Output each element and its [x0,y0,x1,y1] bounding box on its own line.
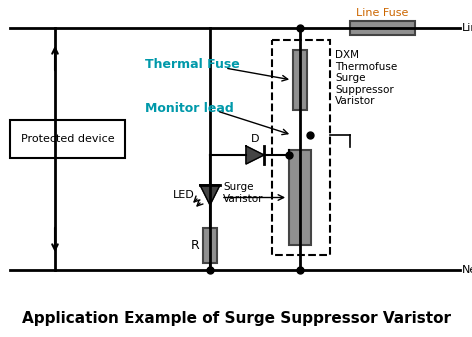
Bar [272,40,330,255]
Text: Thermal Fuse: Thermal Fuse [145,59,240,71]
Text: DXM
Thermofuse
Surge
Suppressor
Varistor: DXM Thermofuse Surge Suppressor Varistor [335,50,397,106]
Polygon shape [200,185,220,205]
Text: Monitor lead: Monitor lead [145,101,234,115]
Text: Protected device: Protected device [21,134,114,144]
Bar [350,21,415,35]
Text: Neutral: Neutral [462,265,472,275]
Text: R: R [190,239,199,252]
Polygon shape [246,146,264,164]
Text: Line: Line [462,23,472,33]
Text: Application Example of Surge Suppressor Varistor: Application Example of Surge Suppressor … [22,310,450,326]
Text: Line Fuse: Line Fuse [356,8,409,18]
Text: LED: LED [173,190,195,200]
Text: Surge
Varistor: Surge Varistor [223,182,263,204]
Text: D: D [251,134,259,144]
Bar [293,50,307,110]
Bar [203,228,217,263]
Bar [10,120,125,158]
Bar [289,150,311,245]
